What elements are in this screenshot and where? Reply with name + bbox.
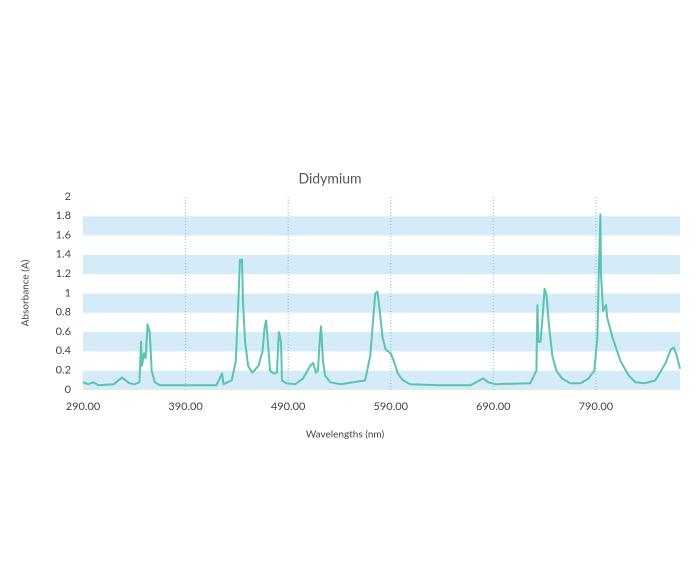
chart-title: Didymium [298, 170, 361, 187]
x-tick-label: 490.00 [271, 400, 306, 413]
data-line [82, 213, 681, 387]
y-tick-label: 1.4 [56, 248, 72, 261]
x-tick-label: 790.00 [579, 400, 614, 413]
x-tick-label: 590.00 [373, 400, 408, 413]
y-tick-label: 0.8 [56, 306, 71, 319]
y-tick-label: 1.8 [56, 209, 71, 222]
y-tick-label: 2 [65, 190, 71, 203]
grid-band [83, 293, 680, 313]
y-tick-label: 0.4 [56, 344, 72, 357]
x-tick-label: 690.00 [476, 400, 511, 413]
x-tick-label: 290.00 [66, 400, 101, 413]
x-axis-label: Wavelengths (nm) [306, 429, 385, 441]
y-tick-label: 0.2 [56, 363, 71, 376]
x-tick-label: 390.00 [168, 400, 203, 413]
y-tick-label: 1.2 [56, 267, 71, 280]
y-tick-label: 1 [65, 286, 71, 299]
y-tick-label: 0 [65, 383, 72, 396]
grid-band [83, 332, 680, 352]
y-tick-label: 0.6 [56, 325, 71, 338]
y-axis-label: Absorbance (A) [20, 259, 32, 326]
grid-band [83, 370, 680, 390]
grid-band [83, 216, 680, 236]
y-tick-label: 1.6 [56, 228, 71, 241]
grid-band [83, 254, 680, 275]
